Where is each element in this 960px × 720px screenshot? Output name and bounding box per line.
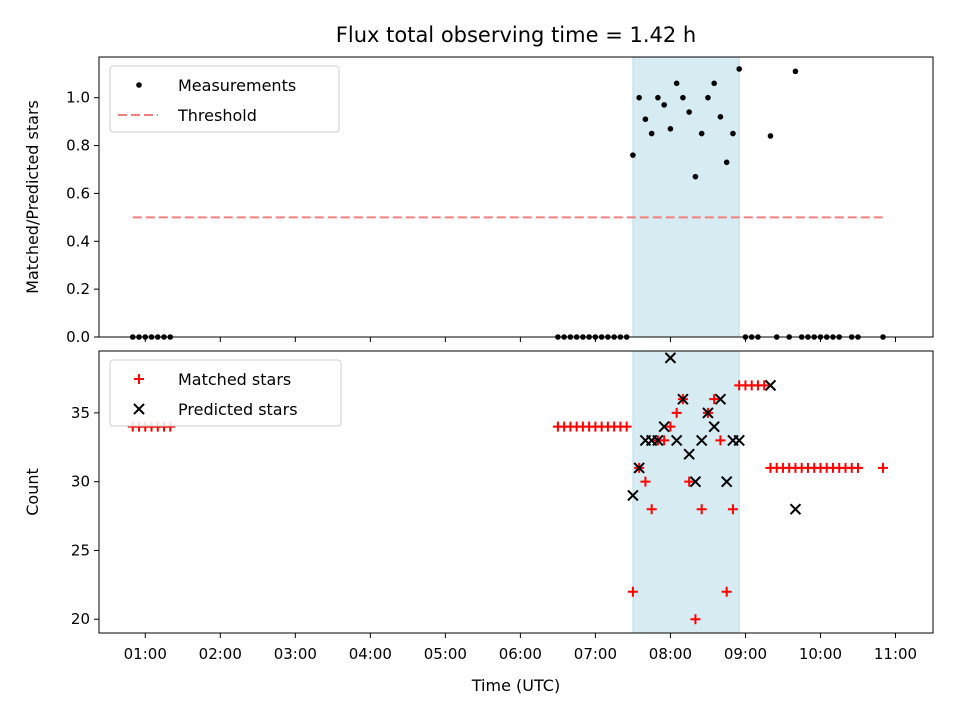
x-tick-label: 03:00 <box>274 645 317 663</box>
predicted-star-point <box>664 352 677 364</box>
top-legend: Measurements Threshold <box>109 65 340 133</box>
legend-matched-swatch <box>134 374 144 384</box>
measurement-point <box>636 94 642 101</box>
measurement-point <box>673 80 680 87</box>
top-y-tick-label: 0.2 <box>66 280 90 298</box>
measurement-point <box>698 130 705 137</box>
predicted-star-point <box>708 420 720 433</box>
x-tick-label: 04:00 <box>349 645 392 663</box>
matched-star-point <box>877 462 888 473</box>
matched-star-point <box>621 421 632 432</box>
matched-star-point <box>715 435 726 446</box>
bottom-axes-frame <box>98 350 934 634</box>
legend-label: Matched stars <box>178 370 291 389</box>
bottom-legend-box <box>109 359 342 427</box>
bottom-y-axis-label: Count <box>23 468 42 516</box>
measurement-point <box>630 152 636 158</box>
predicted-star-point <box>689 475 702 488</box>
predicted-star-point <box>714 393 727 405</box>
predicted-star-point <box>720 475 733 488</box>
legend-label: Threshold <box>177 106 257 125</box>
measurement-point <box>723 159 730 166</box>
top-observing-window-shade <box>632 56 740 338</box>
x-tick-label: 11:00 <box>874 645 917 663</box>
matched-star-point <box>696 504 707 515</box>
measurement-point <box>792 68 799 75</box>
x-axis-label: Time (UTC) <box>471 676 560 695</box>
x-tick-label: 08:00 <box>649 645 692 663</box>
star-count-panel: 20 25 30 35 01:00 02:00 03:00 04:00 05:00 06:00 07… <box>23 350 934 663</box>
predicted-star-point <box>677 393 689 405</box>
flux-ratio-panel: 0.0 0.2 0.4 0.6 0.8 1.0 Matched/Predicted star… <box>23 56 934 346</box>
matched-star-point <box>665 421 676 432</box>
predicted-star-point <box>695 434 708 447</box>
predicted-star-point <box>789 503 802 515</box>
bottom-y-tick-label: 35 <box>71 404 90 422</box>
matched-star-point <box>690 614 701 625</box>
matched-star-point <box>721 586 732 597</box>
bottom-legend: Matched stars Predicted stars <box>109 359 342 427</box>
top-y-tick-label: 0.0 <box>66 328 90 346</box>
legend-label: Predicted stars <box>178 400 298 419</box>
matched-star-point <box>646 504 657 515</box>
predicted-star-point <box>733 434 745 447</box>
measurement-point <box>642 116 649 123</box>
top-y-tick-label: 0.6 <box>66 184 90 202</box>
predicted-star-point <box>764 379 777 392</box>
matched-star-point <box>684 476 695 487</box>
x-tick-label: 01:00 <box>124 645 167 663</box>
measurement-point <box>730 130 736 137</box>
legend-label: Measurements <box>178 76 296 95</box>
top-axes-frame <box>98 56 934 338</box>
legend-measurements-swatch <box>136 82 142 88</box>
predicted-star-point <box>702 407 714 419</box>
x-tick-label: 06:00 <box>499 645 542 663</box>
measurement-point <box>655 94 661 101</box>
matched-star-point <box>852 462 863 473</box>
predicted-star-point <box>670 434 683 447</box>
measurement-point <box>661 102 667 108</box>
top-y-tick-label: 0.8 <box>66 137 90 155</box>
predicted-star-point <box>658 420 670 433</box>
predicted-star-point <box>633 462 645 474</box>
bottom-y-tick-label: 25 <box>71 541 90 559</box>
matched-star-point <box>709 394 720 405</box>
matched-star-point <box>759 380 770 391</box>
bottom-y-tick-label: 20 <box>71 610 90 628</box>
measurement-point <box>705 94 711 101</box>
predicted-star-point <box>652 434 664 447</box>
measurement-point <box>711 80 717 87</box>
bottom-observing-window-shade <box>632 350 740 634</box>
measurement-point <box>667 125 674 132</box>
measurement-point <box>736 66 742 72</box>
matched-star-point <box>640 476 651 487</box>
top-y-axis-label: Matched/Predicted stars <box>23 100 42 294</box>
legend-predicted-swatch <box>133 403 145 415</box>
chart-title: Flux total observing time = 1.42 h <box>336 23 696 47</box>
measurement-point <box>680 94 686 101</box>
x-tick-label: 10:00 <box>799 645 842 663</box>
x-tick-label: 09:00 <box>724 645 767 663</box>
measurement-point <box>717 114 724 120</box>
top-legend-box <box>109 65 340 133</box>
x-tick-label: 05:00 <box>424 645 467 663</box>
x-tick-label: 02:00 <box>199 645 242 663</box>
matched-star-point <box>727 504 738 515</box>
predicted-star-point <box>627 489 639 502</box>
measurement-point <box>692 173 699 180</box>
matched-star-point <box>659 435 670 446</box>
predicted-star-point <box>683 448 695 460</box>
bottom-y-tick-label: 30 <box>71 473 90 491</box>
top-y-tick-label: 1.0 <box>66 89 90 107</box>
matched-star-point <box>671 407 682 418</box>
measurement-point <box>767 133 774 139</box>
matched-star-point <box>627 586 638 597</box>
x-tick-label: 07:00 <box>574 645 617 663</box>
measurement-point <box>648 130 655 137</box>
measurement-point <box>686 109 692 115</box>
top-y-tick-label: 0.4 <box>66 232 90 250</box>
